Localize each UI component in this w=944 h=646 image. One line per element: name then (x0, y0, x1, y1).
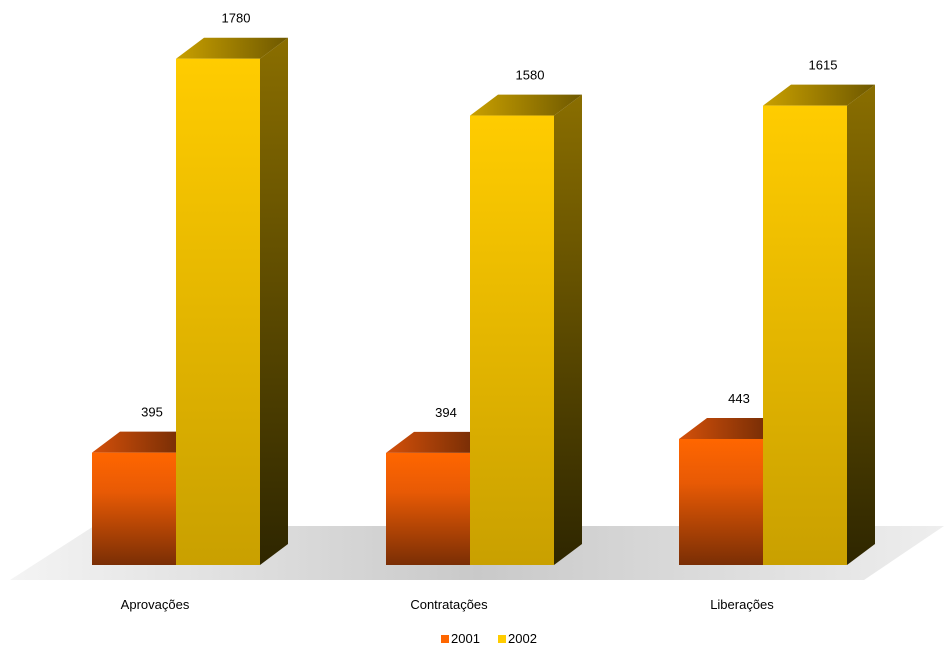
bar-2001-aprovacoes (92, 452, 176, 565)
value-label-2001-contratacoes: 394 (435, 405, 457, 420)
legend-swatch-2002 (498, 635, 506, 643)
bar-2002-contratacoes-top (470, 94, 582, 116)
bar-2002-aprovacoes (176, 58, 260, 565)
bar-2002-liberacoes-side (847, 84, 875, 565)
category-label-aprovacoes: Aprovações (121, 597, 190, 612)
bar-2002-liberacoes-top (763, 84, 875, 106)
bar-2001-liberacoes (679, 438, 763, 565)
category-labels: Aprovações Contratações Liberações (121, 597, 775, 612)
bar-2002-contratacoes (470, 115, 554, 566)
bar-2002-aprovacoes-top (176, 37, 288, 59)
value-label-2001-aprovacoes: 395 (141, 405, 163, 420)
bar-2001-contratacoes (386, 452, 470, 565)
legend: 2001 2002 (441, 631, 537, 646)
bar-2002-aprovacoes-side (260, 37, 288, 565)
category-label-contratacoes: Contratações (410, 597, 488, 612)
legend-label-2002: 2002 (508, 631, 537, 646)
value-label-2002-contratacoes: 1580 (516, 68, 545, 83)
value-label-2002-aprovacoes: 1780 (222, 11, 251, 26)
value-label-2001-liberacoes: 443 (728, 391, 750, 406)
legend-swatch-2001 (441, 635, 449, 643)
category-label-liberacoes: Liberações (710, 597, 774, 612)
value-label-2002-liberacoes: 1615 (809, 58, 838, 73)
legend-label-2001: 2001 (451, 631, 480, 646)
bar-2002-contratacoes-side (554, 94, 582, 566)
bar-2002-liberacoes (763, 105, 847, 565)
bars-group: 395 1780 394 1580 443 1615 (92, 11, 875, 566)
